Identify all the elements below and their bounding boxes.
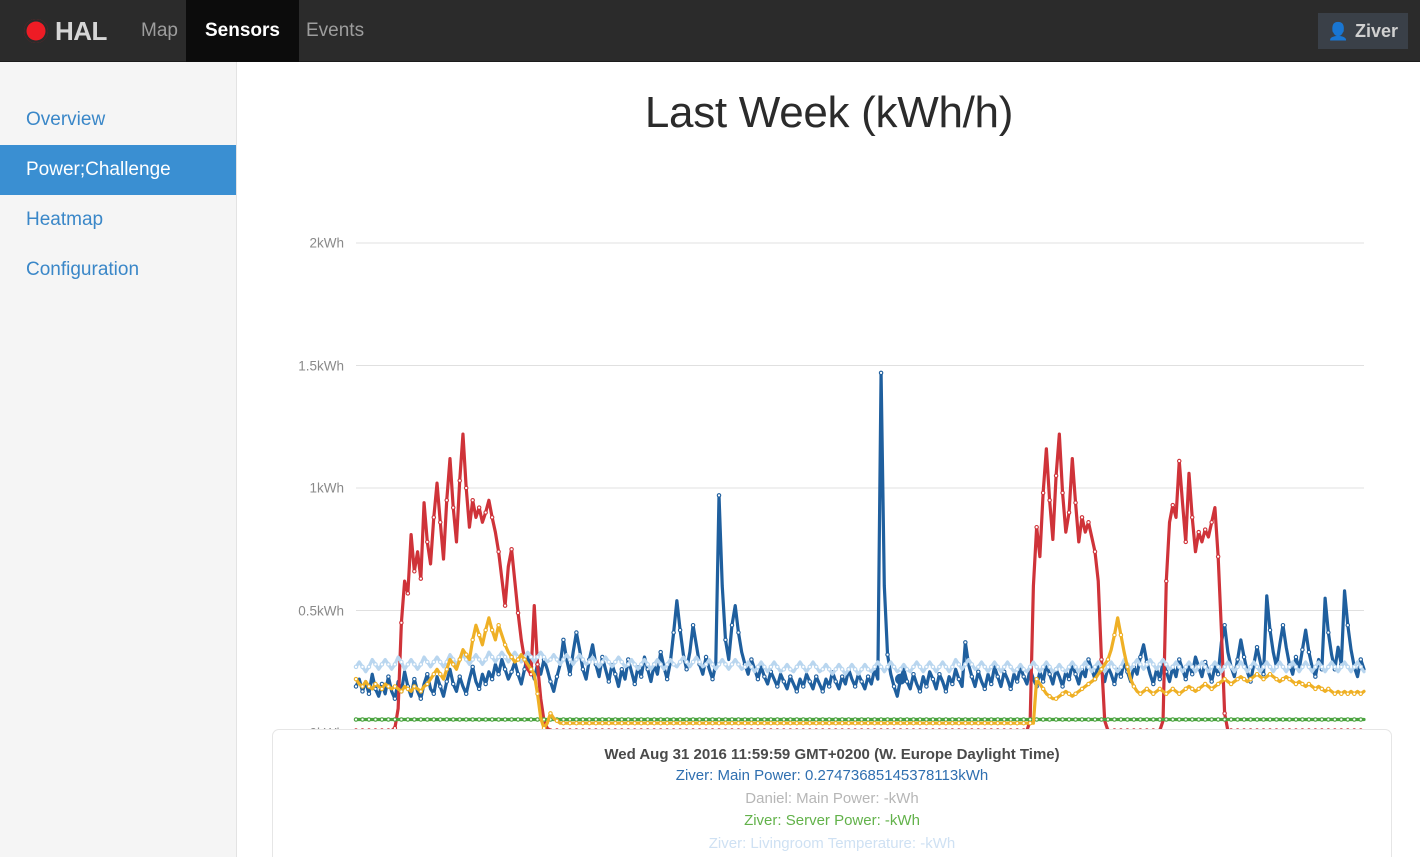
- y-axis-tick-label: 0.5kWh: [298, 603, 344, 618]
- user-person-icon: 👤: [1327, 21, 1349, 41]
- tooltip-series-row: Ziver: Main Power: 0.27473685145378113kW…: [675, 767, 989, 784]
- page-title: Last Week (kWh/h): [644, 88, 1014, 137]
- y-axis-tick-label: 2kWh: [309, 235, 344, 251]
- chart-plot-area[interactable]: 2kWh1.5kWh1kWh0.5kWh0kWh2016-08-272016-0…: [238, 168, 1420, 778]
- sidebar-item-overview[interactable]: Overview: [26, 109, 106, 130]
- y-axis-tick-label: 1kWh: [309, 480, 344, 496]
- chart-highlight-point[interactable]: [895, 673, 907, 685]
- chart-series: [353, 717, 1366, 722]
- tooltip-date: Wed Aug 31 2016 11:59:59 GMT+0200 (W. Eu…: [604, 746, 1060, 763]
- main-content: Last Week (kWh/h) 2kWh1.5kWh1kWh0.5kWh0k…: [238, 62, 1420, 857]
- nav-item-events[interactable]: Events: [306, 20, 365, 41]
- top-navbar: HAL Map Sensors Events 👤 Ziver: [0, 0, 1420, 62]
- brand-logo-link[interactable]: HAL: [14, 0, 117, 62]
- y-axis-tick-label: 1.5kWh: [298, 358, 344, 373]
- sidebar: Overview Power;Challenge Heatmap Configu…: [0, 62, 237, 857]
- user-menu-label: Ziver: [1354, 20, 1398, 41]
- tooltip-series-list: Ziver: Main Power: 0.27473685145378113kW…: [273, 765, 1391, 855]
- sidebar-item-configuration[interactable]: Configuration: [26, 259, 140, 280]
- target-bullseye-icon: [24, 19, 48, 43]
- brand-label: HAL: [55, 16, 107, 46]
- chart-series: [353, 370, 1366, 701]
- user-menu[interactable]: 👤 Ziver: [1317, 13, 1408, 49]
- chart-svg[interactable]: [238, 168, 1420, 778]
- sidebar-item-power-challenge[interactable]: Power;Challenge: [0, 145, 236, 195]
- tooltip-series-row: Ziver: Server Power: -kWh: [744, 812, 920, 829]
- nav-item-sensors[interactable]: Sensors: [186, 0, 299, 62]
- sidebar-item-heatmap[interactable]: Heatmap: [26, 209, 104, 230]
- tooltip-series-row: Daniel: Main Power: -kWh: [745, 789, 919, 807]
- nav-item-map[interactable]: Map: [141, 20, 178, 41]
- tooltip-series-row: Ziver: Livingroom Temperature: -kWh: [708, 834, 956, 852]
- chart-series: [353, 616, 1366, 731]
- chart-tooltip-panel: Wed Aug 31 2016 11:59:59 GMT+0200 (W. Eu…: [272, 729, 1392, 857]
